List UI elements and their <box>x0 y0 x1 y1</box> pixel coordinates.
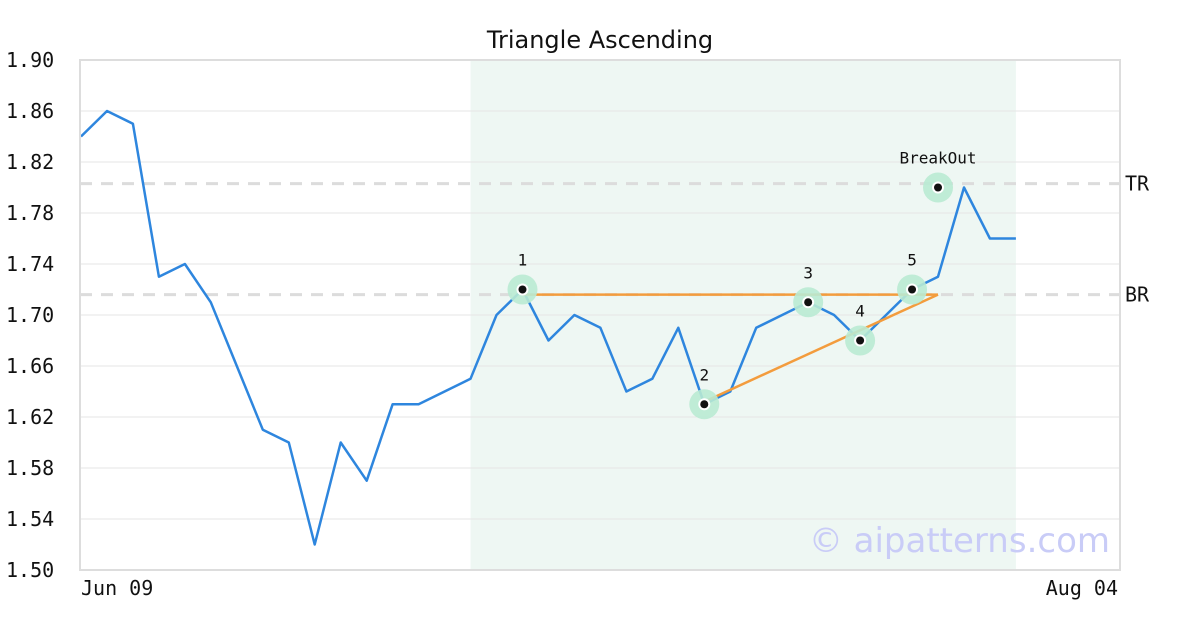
pattern-point-label: 4 <box>855 302 865 321</box>
y-tick-label: 1.86 <box>6 99 54 123</box>
pattern-point <box>700 400 709 409</box>
pattern-point-label: BreakOut <box>899 149 976 168</box>
y-tick-label: 1.50 <box>6 558 54 582</box>
trendlines-layer <box>522 293 939 403</box>
reference-line-label: TR <box>1125 172 1150 196</box>
axis-ticks-layer: 1.90 1.86 1.82 1.78 1.74 1.70 1.66 1.62 1.58 1.54… <box>6 48 1118 600</box>
x-tick-label: Aug 04 <box>1046 576 1118 600</box>
reference-line-label: BR <box>1125 283 1150 307</box>
pattern-point <box>934 183 943 192</box>
y-tick-label: 1.82 <box>6 150 54 174</box>
pattern-point <box>908 285 917 294</box>
y-tick-label: 1.78 <box>6 201 54 225</box>
x-tick-label: Jun 09 <box>81 576 153 600</box>
pattern-points-layer: 1 2 3 4 5 BreakOut <box>507 149 977 420</box>
pattern-point-label: 3 <box>803 263 813 282</box>
y-tick-label: 1.62 <box>6 405 54 429</box>
pattern-point-label: 5 <box>907 251 917 270</box>
pattern-point-label: 1 <box>518 251 528 270</box>
pattern-point-label: 2 <box>699 365 709 384</box>
plot-frame <box>79 59 1121 571</box>
trendline <box>703 293 939 403</box>
grid-layer <box>80 110 1120 520</box>
y-tick-label: 1.90 <box>6 48 54 72</box>
y-tick-label: 1.66 <box>6 354 54 378</box>
y-tick-label: 1.74 <box>6 252 54 276</box>
pattern-point <box>856 336 865 345</box>
y-tick-label: 1.58 <box>6 456 54 480</box>
y-tick-label: 1.70 <box>6 303 54 327</box>
watermark: © aipatterns.com <box>809 521 1110 561</box>
pattern-point <box>518 285 527 294</box>
chart-title: Triangle Ascending <box>486 26 713 54</box>
y-tick-label: 1.54 <box>6 507 54 531</box>
pattern-point <box>804 298 813 307</box>
